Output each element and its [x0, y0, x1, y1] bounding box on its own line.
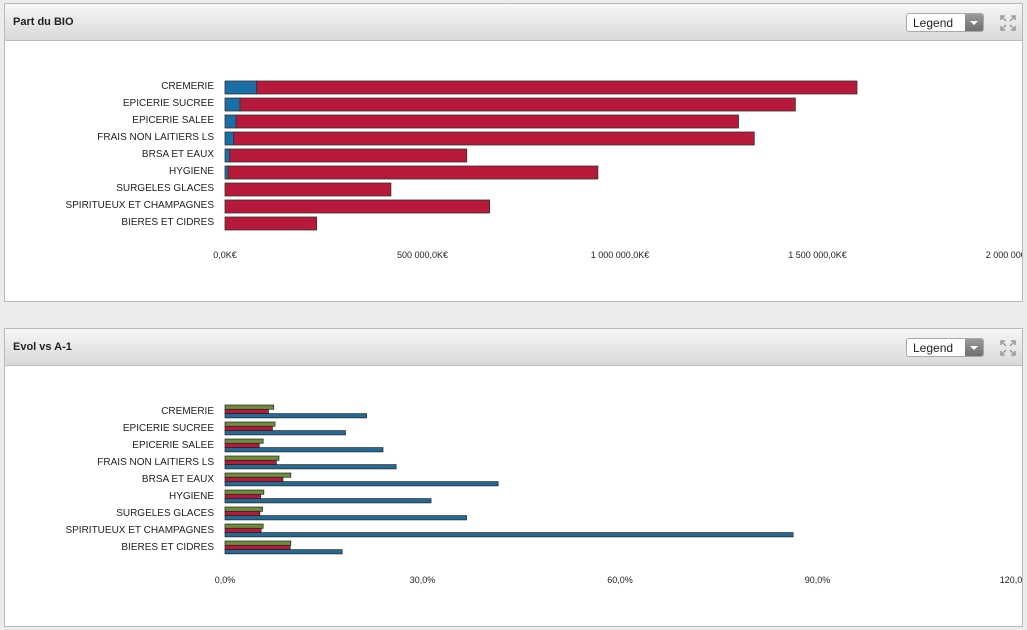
expand-icon[interactable] [1000, 340, 1016, 356]
category-label: SPIRITUEUX ET CHAMPAGNES [65, 525, 214, 536]
x-tick-label: 90,0% [805, 575, 831, 585]
category-label: CREMERIE [161, 81, 214, 92]
bar [224, 438, 264, 444]
category-label: SURGELES GLACES [116, 508, 214, 519]
evol-vs-a1-chart: CREMERIE EPICERIE SUCREE EPICERIE SALEE FRA… [65, 404, 1022, 585]
category-label: SURGELES GLACES [116, 183, 214, 194]
category-label: FRAIS NON LAITIERS LS [97, 132, 214, 143]
legend-dropdown-label: Legend [913, 16, 954, 30]
x-tick-label: 500 000,0K€ [397, 250, 448, 260]
bar [224, 506, 263, 512]
bar [224, 498, 432, 504]
x-tick-label: 120,0% [1000, 575, 1022, 585]
bar [224, 425, 273, 431]
bar-segment [235, 114, 739, 129]
bar-segment [224, 131, 235, 146]
bar [224, 464, 397, 470]
bar-segment [233, 131, 755, 146]
part-du-bio-panel: Part du BIO Legend CREMERIE EPICERIE SUCR… [4, 3, 1023, 302]
bar [224, 459, 277, 465]
x-tick-label: 0,0K€ [213, 250, 237, 260]
bar-segment [224, 165, 229, 180]
bar [224, 472, 292, 478]
category-label: BIERES ET CIDRES [121, 542, 214, 553]
bar [224, 408, 269, 414]
bar [224, 527, 262, 533]
x-tick-label: 30,0% [410, 575, 436, 585]
bar-segment [224, 182, 392, 197]
panel-header: Evol vs A-1 Legend [5, 329, 1022, 366]
category-label: SPIRITUEUX ET CHAMPAGNES [65, 200, 214, 211]
bar [224, 532, 794, 538]
bar-segment [224, 80, 258, 95]
bar-segment [224, 216, 318, 231]
bar [224, 455, 280, 461]
bar-segment [229, 148, 468, 163]
bar [224, 481, 499, 487]
chevron-down-icon[interactable] [965, 339, 983, 356]
category-label: EPICERIE SUCREE [123, 423, 214, 434]
evol-vs-a1-panel: Evol vs A-1 Legend CREMERIE EPICERIE SUCR… [4, 328, 1023, 627]
category-label: EPICERIE SALEE [132, 440, 214, 451]
category-label: HYGIENE [169, 166, 214, 177]
category-label: HYGIENE [169, 491, 214, 502]
x-tick-label: 1 000 000,0K€ [591, 250, 650, 260]
x-tick-label: 0,0% [215, 575, 236, 585]
x-tick-label: 60,0% [607, 575, 633, 585]
part-du-bio-chart: CREMERIE EPICERIE SUCREE EPICERIE SALEE FRA… [65, 80, 1022, 260]
bar-segment [227, 165, 599, 180]
chevron-down-icon[interactable] [965, 14, 983, 31]
bar [224, 540, 292, 546]
bar [224, 515, 467, 521]
category-label: FRAIS NON LAITIERS LS [97, 457, 214, 468]
bar-segment [239, 97, 796, 112]
bar [224, 421, 276, 427]
legend-dropdown[interactable]: Legend [906, 13, 984, 32]
bar [224, 544, 291, 550]
panel-title: Evol vs A-1 [13, 341, 72, 353]
bar-segment [224, 148, 231, 163]
category-label: CREMERIE [161, 406, 214, 417]
category-label: BIERES ET CIDRES [121, 217, 214, 228]
bar [224, 489, 265, 495]
bar [224, 549, 343, 555]
bar [224, 510, 261, 516]
category-label: EPICERIE SALEE [132, 115, 214, 126]
bar [224, 430, 346, 436]
bar [224, 493, 261, 499]
bar [224, 523, 264, 529]
bar [224, 447, 384, 453]
panel-header: Part du BIO Legend [5, 4, 1022, 41]
category-label: EPICERIE SUCREE [123, 98, 214, 109]
legend-dropdown[interactable]: Legend [906, 338, 984, 357]
bar [224, 442, 260, 448]
x-tick-label: 2 000 000,0K€ [986, 250, 1022, 260]
x-tick-label: 1 500 000,0K€ [788, 250, 847, 260]
bar-segment [224, 199, 491, 214]
bar-segment [256, 80, 858, 95]
bar-segment [224, 97, 241, 112]
legend-dropdown-label: Legend [913, 341, 954, 355]
bar-segment [224, 114, 237, 129]
panel-title: Part du BIO [13, 16, 74, 28]
bar [224, 404, 275, 410]
bar [224, 413, 367, 419]
category-label: BRSA ET EAUX [142, 149, 214, 160]
category-label: BRSA ET EAUX [142, 474, 214, 485]
bar [224, 476, 284, 482]
expand-icon[interactable] [1000, 15, 1016, 31]
